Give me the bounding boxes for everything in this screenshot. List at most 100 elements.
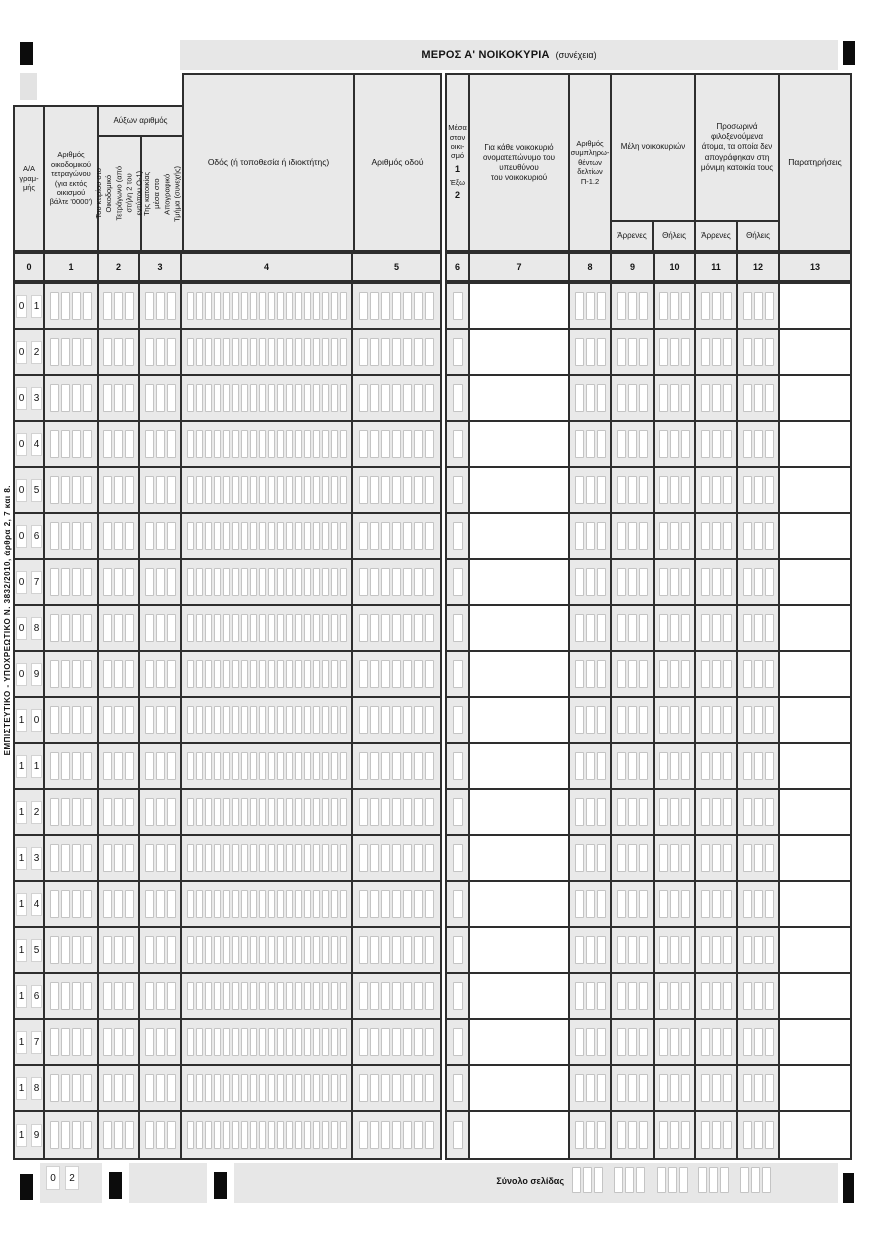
digit-box[interactable] [231, 522, 239, 550]
digit-box[interactable] [700, 430, 710, 458]
digit-box[interactable] [258, 1074, 266, 1102]
digit-box[interactable] [114, 384, 123, 412]
field-cell-col8[interactable] [570, 698, 612, 742]
field-cell-col9[interactable] [612, 560, 655, 604]
field-cell-col2[interactable] [99, 974, 140, 1018]
digit-box[interactable] [155, 292, 165, 320]
digit-box[interactable] [204, 936, 212, 964]
digit-box[interactable] [659, 706, 668, 734]
digit-box[interactable] [267, 706, 275, 734]
field-cell-col6[interactable] [447, 882, 470, 926]
digit-box[interactable] [381, 890, 390, 918]
digit-box[interactable] [166, 798, 176, 826]
digit-box[interactable] [585, 936, 595, 964]
digit-box[interactable] [403, 614, 412, 642]
digit-box[interactable] [722, 706, 732, 734]
digit-box[interactable] [222, 522, 230, 550]
digit-box[interactable] [303, 706, 311, 734]
digit-box[interactable] [61, 430, 70, 458]
digit-box[interactable] [240, 752, 248, 780]
digit-box[interactable] [103, 1074, 112, 1102]
digit-box[interactable] [392, 1121, 401, 1149]
digit-box[interactable] [700, 292, 710, 320]
digit-box[interactable] [72, 292, 81, 320]
field-cell-col8[interactable] [570, 422, 612, 466]
field-cell-col7[interactable] [470, 882, 570, 926]
digit-box[interactable] [359, 338, 368, 366]
digit-box[interactable] [155, 890, 165, 918]
digit-box[interactable] [722, 430, 732, 458]
digit-box[interactable] [722, 982, 732, 1010]
digit-box[interactable] [617, 1074, 626, 1102]
field-cell-col13[interactable] [780, 836, 850, 880]
digit-box[interactable] [339, 384, 347, 412]
field-cell-col11[interactable] [696, 790, 738, 834]
digit-box[interactable] [339, 568, 347, 596]
digit-box[interactable] [72, 522, 81, 550]
digit-box[interactable] [303, 384, 311, 412]
digit-box[interactable] [681, 844, 690, 872]
field-cell-col5[interactable] [353, 836, 440, 880]
digit-box[interactable] [722, 844, 732, 872]
field-cell-col11[interactable] [696, 422, 738, 466]
field-cell-col13[interactable] [780, 514, 850, 558]
digit-box[interactable] [681, 1074, 690, 1102]
digit-box[interactable] [330, 890, 338, 918]
field-cell-col2[interactable] [99, 284, 140, 328]
digit-box[interactable] [381, 476, 390, 504]
digit-box[interactable] [659, 752, 668, 780]
digit-box[interactable] [125, 522, 134, 550]
field-cell-col2[interactable] [99, 698, 140, 742]
field-cell-col9[interactable] [612, 1066, 655, 1110]
digit-box[interactable] [596, 844, 606, 872]
digit-box[interactable] [381, 1121, 390, 1149]
field-cell-col2[interactable] [99, 928, 140, 972]
field-cell-col7[interactable] [470, 928, 570, 972]
digit-box[interactable] [61, 752, 70, 780]
field-cell-col13[interactable] [780, 606, 850, 650]
digit-box[interactable] [285, 476, 293, 504]
digit-box[interactable] [392, 660, 401, 688]
digit-box[interactable] [711, 476, 721, 504]
digit-box[interactable] [222, 1121, 230, 1149]
digit-box[interactable] [639, 890, 648, 918]
digit-box[interactable] [742, 706, 752, 734]
digit-box[interactable] [83, 476, 92, 504]
digit-box[interactable] [574, 476, 584, 504]
digit-box[interactable] [186, 1121, 194, 1149]
digit-box[interactable] [742, 936, 752, 964]
digit-box[interactable] [267, 1121, 275, 1149]
digit-box[interactable] [125, 752, 134, 780]
digit-box[interactable] [722, 292, 732, 320]
field-cell-col2[interactable] [99, 376, 140, 420]
digit-box[interactable] [403, 568, 412, 596]
field-cell-col9[interactable] [612, 376, 655, 420]
field-cell-col2[interactable] [99, 422, 140, 466]
digit-box[interactable] [753, 890, 763, 918]
digit-box[interactable] [125, 430, 134, 458]
digit-box[interactable] [294, 430, 302, 458]
digit-box[interactable] [312, 798, 320, 826]
digit-box[interactable] [711, 384, 721, 412]
digit-box[interactable] [83, 798, 92, 826]
digit-box[interactable] [414, 384, 423, 412]
digit-box[interactable] [155, 798, 165, 826]
digit-box[interactable] [249, 430, 257, 458]
digit-box[interactable] [596, 522, 606, 550]
digit-box[interactable] [294, 706, 302, 734]
field-cell-col9[interactable] [612, 652, 655, 696]
digit-box[interactable] [155, 706, 165, 734]
field-cell-col4[interactable] [182, 698, 353, 742]
digit-box[interactable] [72, 338, 81, 366]
digit-box[interactable] [659, 936, 668, 964]
digit-box[interactable] [742, 614, 752, 642]
digit-box[interactable] [285, 798, 293, 826]
digit-box[interactable] [681, 706, 690, 734]
digit-box[interactable] [403, 384, 412, 412]
field-cell-col3[interactable] [140, 882, 182, 926]
digit-box[interactable] [186, 430, 194, 458]
field-cell-col6[interactable] [447, 514, 470, 558]
digit-box[interactable] [285, 568, 293, 596]
digit-box[interactable] [711, 844, 721, 872]
digit-box[interactable] [267, 844, 275, 872]
